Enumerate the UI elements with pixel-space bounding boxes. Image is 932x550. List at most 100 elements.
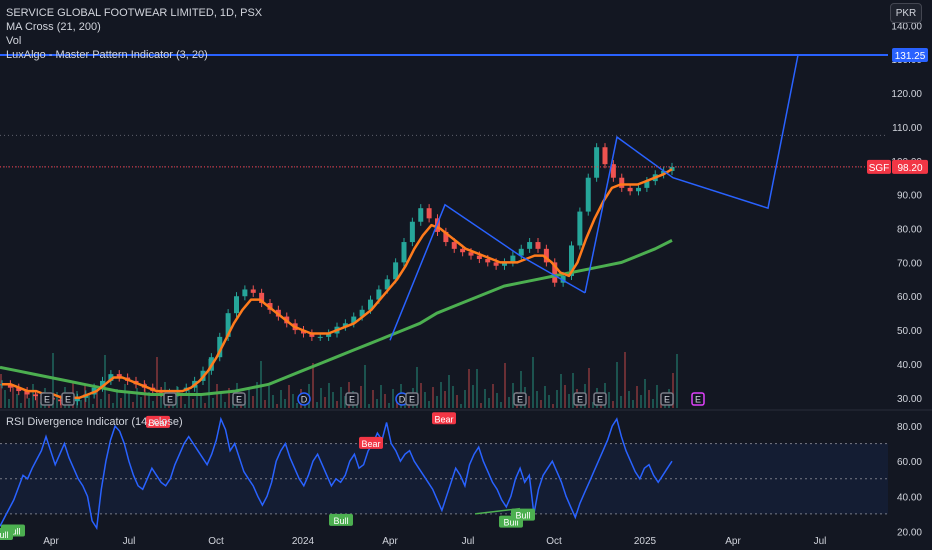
candle-body [669, 166, 675, 171]
rsi-pane[interactable]: 20.0040.0060.0080.00BearBearBearBullBull… [0, 412, 922, 540]
volume-bar [284, 399, 286, 408]
y-tick-label: 30.00 [897, 394, 922, 405]
event-marker-label: D [399, 395, 406, 405]
volume-bar [440, 382, 442, 408]
candle-body [217, 336, 223, 358]
volume-bar [588, 368, 590, 408]
earnings-marker[interactable] [513, 392, 527, 406]
volume-bar [376, 399, 378, 408]
candle-body [585, 177, 591, 212]
volume-bar [192, 399, 194, 408]
earnings-marker[interactable] [40, 392, 54, 406]
volume-bar [200, 394, 202, 408]
volume-bar [212, 398, 214, 408]
signal-label: Bull [503, 518, 518, 528]
x-tick-label: Jul [462, 536, 475, 547]
volume-bar [392, 389, 394, 408]
x-tick-label: Jul [123, 536, 136, 547]
y-tick-label: 50.00 [897, 326, 922, 337]
volume-bar [552, 404, 554, 408]
volume-bar [472, 385, 474, 408]
volume-bar [324, 397, 326, 408]
candle-body [368, 299, 373, 310]
candle [242, 285, 248, 301]
candle [585, 173, 591, 216]
volume-bar [676, 354, 678, 408]
candle-body [409, 221, 415, 243]
candle-body [116, 374, 122, 378]
volume-bar [496, 393, 498, 408]
volume-bar [180, 395, 182, 408]
rsi-title: RSI Divergence Indicator (14, close) [6, 416, 183, 428]
volume-bar [16, 394, 18, 408]
indicator-ma-cross[interactable]: MA Cross (21, 200) [6, 21, 101, 33]
candle-body [100, 380, 105, 388]
volume-bar [316, 402, 318, 408]
indicator-vol[interactable]: Vol [6, 35, 22, 47]
volume-bar [424, 392, 426, 408]
candle-body [451, 242, 457, 249]
volume-bar [452, 386, 454, 408]
event-marker-label: E [695, 395, 701, 405]
indicator-luxalgo[interactable]: LuxAlgo - Master Pattern Indicator (3, 2… [6, 49, 208, 61]
volume-bar [312, 363, 314, 408]
volume-bar [196, 385, 198, 408]
candle [16, 383, 22, 396]
volume-bar [476, 369, 478, 408]
dividend-marker[interactable] [297, 392, 311, 406]
candle [108, 370, 114, 385]
volume-bar [120, 398, 122, 408]
earnings-marker[interactable] [232, 392, 246, 406]
volume-bar [116, 389, 118, 408]
volume-bar [160, 396, 162, 408]
signal-label: Bull [515, 511, 530, 521]
signal-label: Bear [361, 439, 380, 449]
earnings-marker[interactable] [163, 392, 177, 406]
candle [301, 326, 306, 338]
earnings-marker[interactable] [691, 392, 705, 406]
volume-bar [264, 400, 266, 408]
candle-body [418, 208, 424, 222]
earnings-marker[interactable] [593, 392, 607, 406]
volume-bar [96, 390, 98, 408]
earnings-marker[interactable] [61, 392, 75, 406]
rsi-y-tick-label: 60.00 [897, 457, 922, 468]
volume-bar [80, 400, 82, 408]
volume-bar [140, 397, 142, 408]
candle-body [602, 147, 608, 165]
volume-bar [436, 396, 438, 408]
event-marker-label: E [517, 395, 523, 405]
price-label-box [892, 159, 928, 174]
volume-bar [556, 390, 558, 408]
x-axis: Apr Jul Oct 2024 Apr Jul Oct 2025 Apr Jul [43, 536, 826, 547]
event-marker-label: E [44, 395, 50, 405]
candle [418, 204, 424, 226]
candle-body [7, 384, 13, 388]
candle-body [460, 248, 466, 253]
candle [426, 204, 432, 223]
currency-button[interactable]: PKR [890, 3, 922, 23]
volume-bar [268, 386, 270, 408]
candle [543, 244, 549, 267]
earnings-marker[interactable] [405, 392, 419, 406]
volume-bar [460, 404, 462, 408]
earnings-marker[interactable] [345, 392, 359, 406]
pattern-line [584, 54, 799, 294]
x-tick-label: Apr [725, 536, 741, 547]
bear-signal [146, 415, 170, 428]
x-tick-label: Apr [43, 536, 59, 547]
candle-body [443, 231, 449, 243]
volume-bar [20, 403, 22, 408]
volume-bar [448, 375, 450, 408]
earnings-marker[interactable] [660, 392, 674, 406]
earnings-marker[interactable] [573, 392, 587, 406]
candle-body [234, 296, 239, 314]
signal-label: Bull [0, 530, 9, 540]
volume-bar [640, 395, 642, 408]
volume-bar [368, 404, 370, 408]
event-marker-label: E [597, 395, 603, 405]
price-pane[interactable]: 30.0040.0050.0060.0070.0080.0090.00100.0… [0, 21, 928, 408]
candle-body [619, 177, 625, 188]
candle-body [16, 387, 22, 392]
